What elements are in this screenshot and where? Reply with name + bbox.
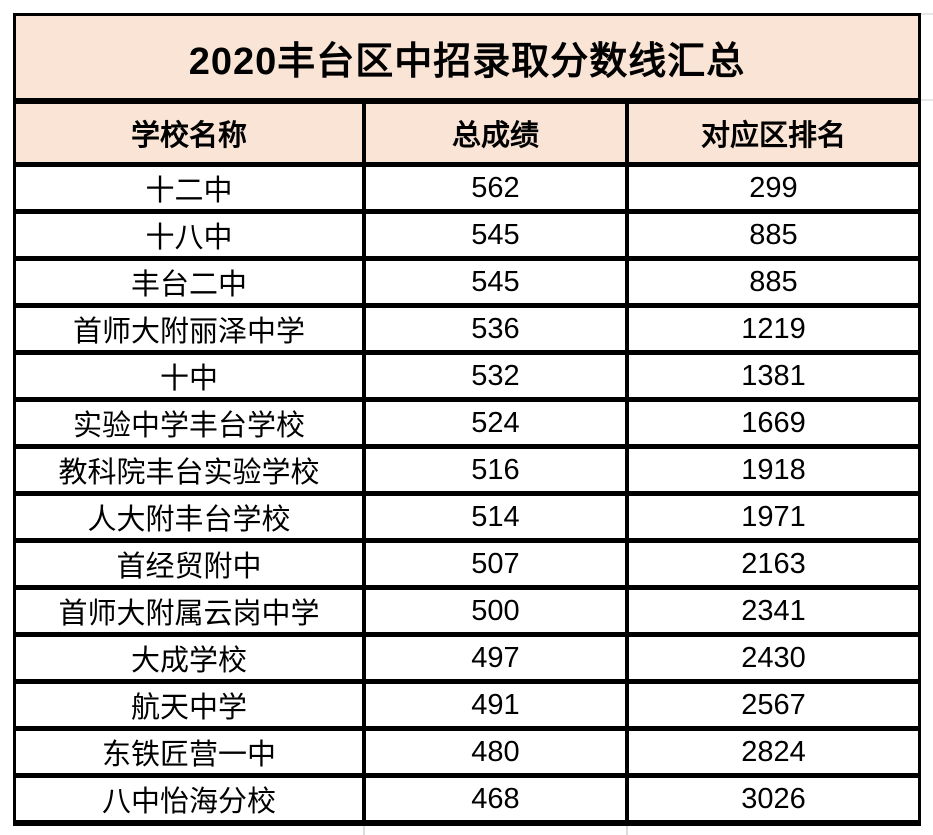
total-score-cell: 514 — [366, 496, 629, 538]
school-name-cell: 人大附丰台学校 — [16, 496, 366, 538]
district-rank-cell: 885 — [749, 218, 798, 251]
gridline-stub-bottom-left-divider — [363, 826, 365, 835]
table-row: 航天中学 491 2567 — [16, 684, 918, 731]
school-name-cell: 东铁匠营一中 — [16, 731, 366, 773]
gridline-stub-right-header — [921, 99, 933, 101]
district-rank-cell: 2341 — [741, 594, 806, 627]
school-name-cell: 首经贸附中 — [16, 543, 366, 585]
total-score-cell: 507 — [366, 543, 629, 585]
school-name-cell: 十八中 — [16, 214, 366, 256]
total-score-cell: 480 — [366, 731, 629, 773]
total-score-cell: 516 — [366, 449, 629, 491]
school-name-cell: 八中怡海分校 — [16, 778, 366, 820]
admission-score-table: 2020丰台区中招录取分数线汇总 学校名称 总成绩 对应区排名 十二中 562 … — [13, 13, 921, 826]
table-row: 八中怡海分校 468 3026 — [16, 778, 918, 823]
column-header-total-score: 总成绩 — [366, 104, 629, 162]
district-rank-cell: 2430 — [741, 641, 806, 674]
table-header-row: 学校名称 总成绩 对应区排名 — [16, 104, 918, 167]
district-rank-cell: 1381 — [741, 359, 806, 392]
school-name-cell: 十二中 — [16, 167, 366, 209]
table-row: 首师大附丽泽中学 536 1219 — [16, 308, 918, 355]
district-rank-cell: 1669 — [741, 406, 806, 439]
total-score-cell: 500 — [366, 590, 629, 632]
table-row: 实验中学丰台学校 524 1669 — [16, 402, 918, 449]
school-name-cell: 航天中学 — [16, 684, 366, 726]
total-score-cell: 562 — [366, 167, 629, 209]
table-title: 2020丰台区中招录取分数线汇总 — [16, 16, 918, 104]
column-header-school-name: 学校名称 — [16, 104, 366, 162]
total-score-cell: 524 — [366, 402, 629, 444]
district-rank-cell: 2163 — [741, 547, 806, 580]
table-row: 首经贸附中 507 2163 — [16, 543, 918, 590]
total-score-cell: 545 — [366, 214, 629, 256]
total-score-cell: 536 — [366, 308, 629, 350]
table-row: 人大附丰台学校 514 1971 — [16, 496, 918, 543]
school-name-cell: 首师大附丽泽中学 — [16, 308, 366, 350]
school-name-cell: 首师大附属云岗中学 — [16, 590, 366, 632]
table-row: 丰台二中 545 885 — [16, 261, 918, 308]
district-rank-cell: 1918 — [741, 453, 806, 486]
table-row: 十二中 562 299 — [16, 167, 918, 214]
table-row: 大成学校 497 2430 — [16, 637, 918, 684]
school-name-cell: 教科院丰台实验学校 — [16, 449, 366, 491]
district-rank-cell: 2824 — [741, 735, 806, 768]
district-rank-cell: 1219 — [741, 312, 806, 345]
gridline-stub-bottom-right-divider — [626, 826, 628, 835]
district-rank-cell: 885 — [749, 265, 798, 298]
district-rank-cell: 299 — [749, 171, 798, 204]
total-score-cell: 497 — [366, 637, 629, 679]
district-rank-cell: 2567 — [741, 688, 806, 721]
table-row: 东铁匠营一中 480 2824 — [16, 731, 918, 778]
district-rank-cell: 1971 — [741, 500, 806, 533]
column-header-district-rank: 对应区排名 — [700, 120, 846, 152]
table-row: 十八中 545 885 — [16, 214, 918, 261]
total-score-cell: 468 — [366, 778, 629, 820]
school-name-cell: 大成学校 — [16, 637, 366, 679]
school-name-cell: 丰台二中 — [16, 261, 366, 303]
table-body: 十二中 562 299 十八中 545 885 丰台二中 545 885 首师大… — [16, 167, 918, 823]
school-name-cell: 实验中学丰台学校 — [16, 402, 366, 444]
total-score-cell: 491 — [366, 684, 629, 726]
table-row: 教科院丰台实验学校 516 1918 — [16, 449, 918, 496]
school-name-cell: 十中 — [16, 355, 366, 397]
total-score-cell: 532 — [366, 355, 629, 397]
total-score-cell: 545 — [366, 261, 629, 303]
district-rank-cell: 3026 — [741, 782, 806, 815]
gridline-stub-right-top — [921, 13, 933, 15]
table-row: 十中 532 1381 — [16, 355, 918, 402]
table-row: 首师大附属云岗中学 500 2341 — [16, 590, 918, 637]
